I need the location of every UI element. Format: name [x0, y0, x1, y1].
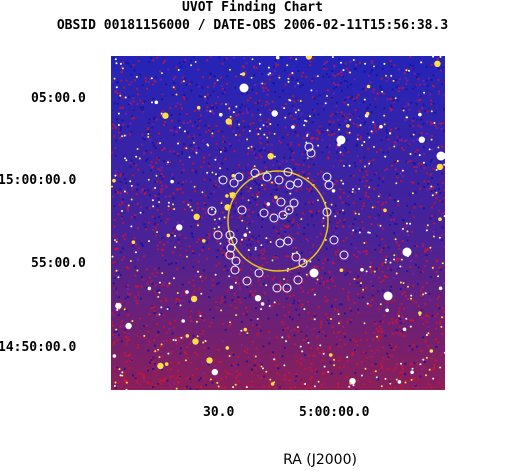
- dec-tick-label: 15:00:00.0: [0, 173, 77, 188]
- source-marker: [225, 230, 235, 240]
- source-marker: [275, 238, 285, 248]
- source-marker: [329, 235, 339, 245]
- source-marker: [293, 178, 303, 188]
- source-marker: [322, 207, 332, 217]
- source-marker: [304, 142, 314, 152]
- source-marker: [237, 205, 247, 215]
- source-marker: [226, 243, 236, 253]
- chart-subtitle: OBSID 00181156000 / DATE-OBS 2006-02-11T…: [56, 18, 449, 33]
- ra-axis-title: RA (J2000): [283, 452, 357, 468]
- source-marker: [228, 236, 238, 246]
- source-marker: [254, 268, 264, 278]
- error-circle: [227, 170, 329, 272]
- source-marker: [276, 197, 286, 207]
- dec-tick-label: 05:00.0: [31, 91, 86, 106]
- source-markers: [207, 142, 349, 293]
- source-marker: [207, 206, 217, 216]
- source-marker: [291, 252, 301, 262]
- source-marker: [213, 230, 223, 240]
- source-marker: [324, 180, 334, 190]
- sky-image: [111, 56, 445, 390]
- dec-tick-label: 55:00.0: [31, 256, 86, 271]
- source-marker: [306, 148, 316, 158]
- source-marker: [282, 283, 292, 293]
- sky-noise: [111, 56, 445, 390]
- source-marker: [250, 168, 260, 178]
- source-marker: [284, 205, 294, 215]
- source-marker: [274, 175, 284, 185]
- source-marker: [278, 210, 288, 220]
- source-marker: [262, 172, 272, 182]
- ra-tick-label: 30.0: [203, 405, 235, 420]
- ra-tick-label: 5:00:00.0: [299, 405, 370, 420]
- source-marker: [231, 256, 241, 266]
- source-marker: [269, 213, 279, 223]
- source-marker: [225, 250, 235, 260]
- source-marker: [218, 175, 228, 185]
- source-marker: [234, 172, 244, 182]
- star-field: [111, 56, 445, 390]
- source-marker: [272, 283, 282, 293]
- source-marker: [259, 208, 269, 218]
- source-marker: [242, 276, 252, 286]
- source-marker: [229, 178, 239, 188]
- source-marker: [230, 265, 240, 275]
- chart-title: UVOT Finding Chart: [182, 0, 323, 15]
- source-marker: [298, 258, 308, 268]
- source-marker: [339, 250, 349, 260]
- source-marker: [283, 167, 293, 177]
- source-marker: [293, 275, 303, 285]
- dec-tick-label: 14:50:00.0: [0, 340, 77, 355]
- source-marker: [289, 198, 299, 208]
